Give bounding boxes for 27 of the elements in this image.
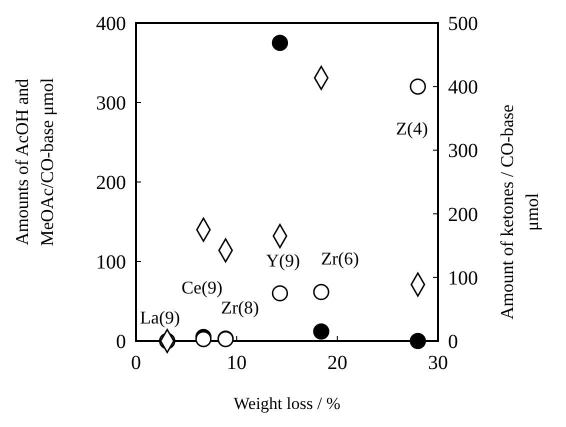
y-tick-label: 0 <box>116 331 126 353</box>
annotation: Zr(8) <box>221 297 259 318</box>
y-tick-label: 100 <box>96 252 126 274</box>
annotation: Ce(9) <box>182 277 222 298</box>
y2-axis-title: Amount of ketones / CO-base μmol <box>497 104 542 320</box>
y2-tick-label: 100 <box>448 267 478 290</box>
point <box>272 34 288 51</box>
y-tick-label: 400 <box>96 13 126 35</box>
x-axis-title: Weight loss / % <box>234 394 340 413</box>
annotation: La(9) <box>140 307 180 328</box>
x-tick-label: 10 <box>226 352 247 374</box>
point <box>313 323 330 340</box>
x-tick-label: 30 <box>428 352 448 374</box>
y-tick-label: 300 <box>96 92 126 114</box>
y2-tick-label: 500 <box>448 13 478 35</box>
y2-tick-label: 200 <box>448 204 478 226</box>
y-axis-title: Amounts of AcOH and MeOAc/CO-base μmol <box>12 78 57 246</box>
annotation: Y(9) <box>266 250 300 270</box>
x-tick-label: 0 <box>131 352 141 374</box>
x-tick-label: 20 <box>327 352 348 374</box>
annotation: Z(4) <box>396 118 428 138</box>
y-tick-label: 200 <box>96 172 126 194</box>
y2-tick-label: 0 <box>448 331 458 353</box>
y2-tick-label: 400 <box>448 76 478 99</box>
annotation: Zr(6) <box>321 248 359 268</box>
y2-tick-label: 300 <box>448 140 478 162</box>
point <box>410 332 426 350</box>
